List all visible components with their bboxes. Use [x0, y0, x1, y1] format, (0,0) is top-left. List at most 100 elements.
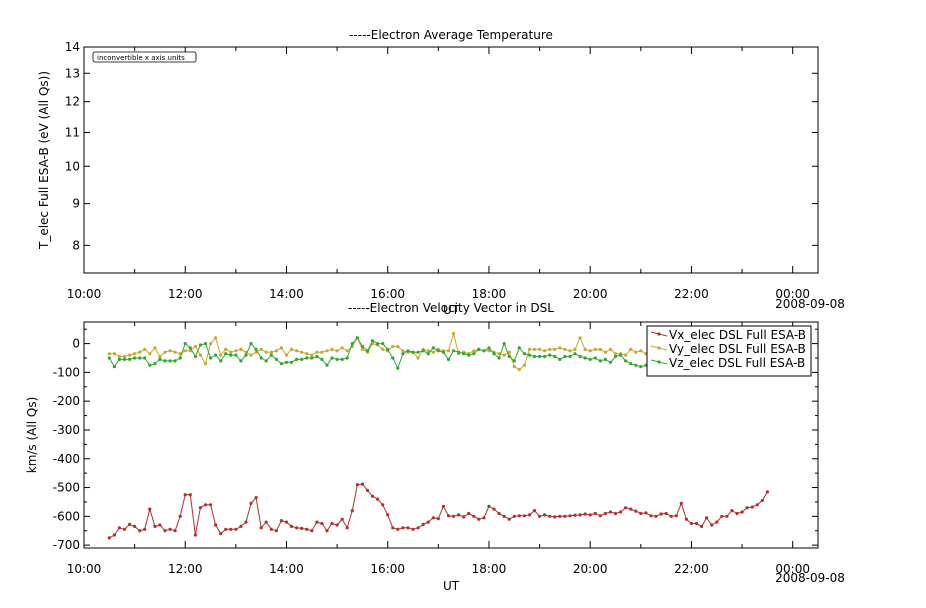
data-point: [441, 504, 445, 508]
data-point: [153, 346, 157, 350]
data-point: [629, 362, 633, 366]
data-point: [446, 514, 451, 518]
data-point: [639, 511, 643, 516]
data-point: [138, 356, 142, 360]
data-point: [517, 346, 521, 350]
y-tick-label: -400: [53, 452, 80, 466]
data-point: [234, 353, 238, 357]
data-point: [229, 353, 233, 357]
data-point: [158, 523, 162, 527]
data-point: [315, 350, 319, 354]
data-point: [538, 514, 542, 518]
data-point: [350, 509, 354, 513]
data-point: [279, 519, 283, 523]
data-point: [193, 354, 197, 359]
data-point: [325, 349, 329, 353]
data-point: [477, 517, 481, 521]
data-point: [193, 344, 197, 349]
y-tick-label: -300: [53, 423, 80, 437]
data-point: [310, 353, 314, 357]
data-point: [619, 353, 623, 357]
data-point: [122, 527, 127, 531]
data-point: [244, 520, 248, 524]
data-point: [345, 526, 349, 530]
data-point: [451, 331, 456, 336]
data-point: [573, 352, 577, 356]
data-point: [224, 347, 228, 351]
data-point: [608, 347, 613, 351]
data-point: [335, 357, 339, 361]
data-point: [406, 349, 410, 353]
legend-label: Vy_elec DSL Full ESA-B: [669, 342, 806, 356]
data-point: [219, 359, 223, 363]
x-tick-label: 20:00: [573, 562, 608, 576]
data-point: [289, 360, 294, 364]
data-point: [148, 363, 152, 367]
data-point: [624, 359, 628, 363]
y-tick-label: -700: [53, 538, 80, 552]
data-point: [543, 354, 547, 359]
data-point: [573, 513, 577, 517]
data-point: [411, 350, 415, 354]
data-point: [310, 529, 314, 533]
data-point: [264, 520, 268, 524]
data-point: [482, 349, 486, 353]
data-point: [608, 510, 613, 514]
x-tick-label: 12:00: [168, 287, 203, 301]
data-point: [305, 527, 309, 531]
data-point: [598, 347, 602, 351]
data-point: [603, 350, 608, 354]
data-point: [244, 353, 248, 357]
data-point: [320, 350, 324, 354]
data-point: [133, 524, 137, 529]
data-point: [705, 516, 709, 520]
data-point: [694, 521, 699, 526]
data-point: [492, 352, 496, 356]
data-point: [720, 514, 724, 518]
x-tick-label: 22:00: [674, 287, 709, 301]
data-point: [178, 356, 182, 360]
data-point: [629, 507, 633, 511]
data-point: [730, 509, 734, 513]
data-point: [203, 362, 208, 366]
data-point: [538, 347, 542, 351]
temperature-title: -----Electron Average Temperature: [349, 28, 553, 42]
data-point: [360, 347, 364, 351]
legend-marker: [657, 332, 661, 336]
data-point: [588, 357, 592, 361]
data-point: [467, 511, 471, 516]
data-point: [426, 352, 430, 356]
data-point: [613, 352, 618, 356]
data-point: [345, 349, 349, 353]
data-point: [239, 359, 243, 363]
data-point: [214, 523, 218, 527]
data-point: [527, 347, 532, 351]
data-point: [679, 501, 683, 505]
data-point: [396, 344, 400, 349]
data-point: [421, 522, 425, 527]
data-point: [391, 526, 395, 530]
data-point: [532, 509, 537, 513]
data-point: [568, 354, 572, 359]
data-point: [619, 510, 623, 514]
velocity-y-axis-label: km/s (All Qs): [25, 397, 39, 474]
data-point: [588, 349, 592, 353]
data-point: [598, 359, 602, 363]
y-tick-label: 13: [65, 66, 80, 80]
data-point: [259, 356, 263, 360]
data-point: [239, 347, 243, 351]
data-point: [360, 482, 364, 486]
data-point: [381, 503, 385, 507]
x-tick-label: 10:00: [67, 287, 102, 301]
data-point: [578, 513, 582, 517]
data-point: [644, 511, 648, 515]
data-point: [117, 526, 121, 530]
data-point: [315, 520, 319, 524]
data-point: [548, 514, 552, 518]
data-point: [416, 526, 420, 530]
data-point: [396, 527, 400, 531]
data-point: [269, 350, 273, 354]
data-point: [381, 342, 385, 346]
data-point: [603, 511, 608, 516]
data-point: [370, 494, 375, 498]
